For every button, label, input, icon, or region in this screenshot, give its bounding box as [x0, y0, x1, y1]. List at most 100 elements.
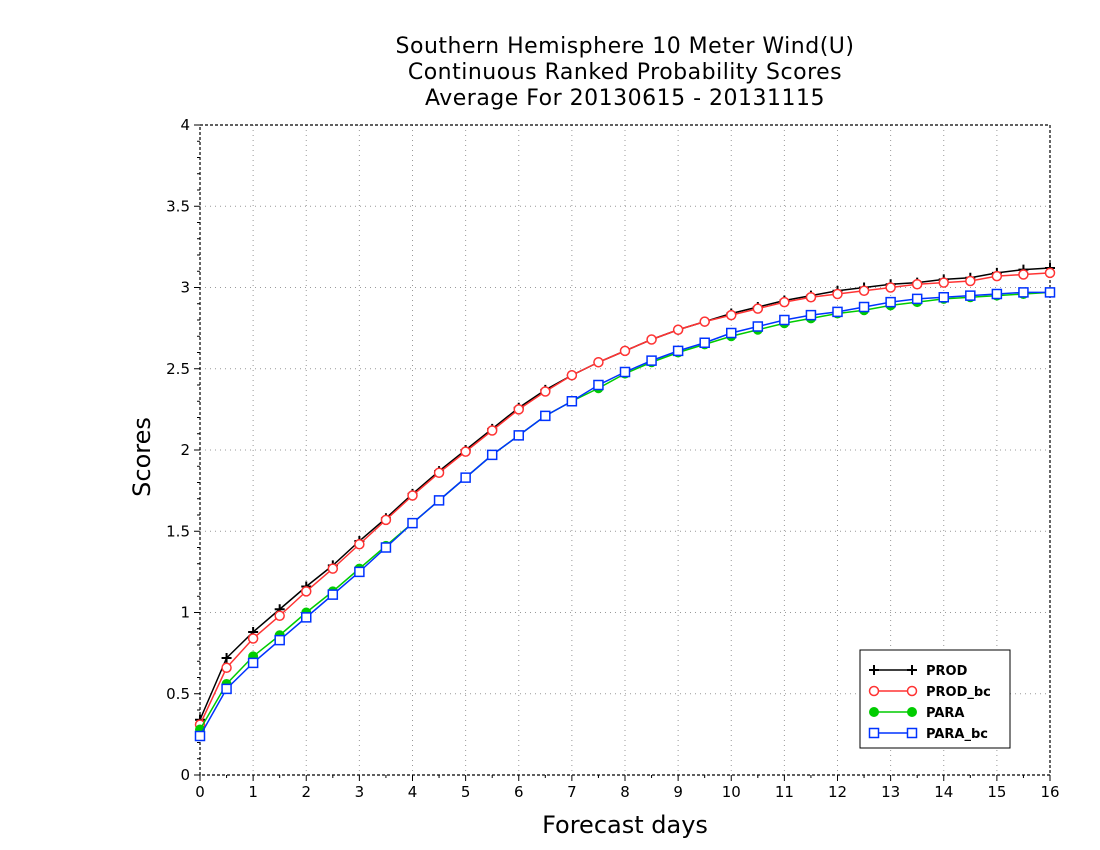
x-tick-label: 14 — [934, 783, 953, 801]
legend-marker-prod-bc — [868, 685, 880, 697]
axis-ticks: 0 1 2 3 4 5 6 7 8 9 10 11 12 13 14 15 1600.511.522.533.5… — [166, 116, 1059, 801]
legend-marker-para — [907, 707, 917, 717]
data-point-para-bc — [274, 634, 285, 646]
x-tick-label: 0 — [195, 783, 205, 801]
data-point-prod-bc — [301, 586, 312, 597]
legend-marker-para-bc — [906, 727, 918, 739]
data-point-para-bc — [832, 306, 843, 318]
data-point-prod-bc — [779, 296, 790, 308]
data-point-prod-bc — [1044, 267, 1056, 279]
legend-marker-prod — [907, 665, 917, 675]
data-point-prod-bc — [486, 425, 498, 436]
data-point-para-bc — [354, 566, 365, 578]
data-point-prod-bc — [1018, 269, 1029, 280]
data-point-prod-bc — [327, 563, 339, 574]
data-point-para-bc — [938, 292, 949, 303]
data-point-prod-bc — [540, 386, 551, 397]
legend: PROD PROD_bc PARA PARA_bc — [859, 649, 1011, 749]
data-point-para-bc — [221, 683, 232, 695]
legend-label-prod-bc: PROD_bc — [926, 685, 991, 700]
legend-marker-prod-bc — [906, 685, 918, 697]
data-point-para-bc — [911, 293, 923, 305]
x-tick-label: 12 — [828, 783, 847, 801]
legend-item-para-bc: PARA_bc — [868, 727, 988, 742]
data-point-prod-bc — [832, 288, 843, 300]
x-tick-label: 8 — [620, 783, 630, 801]
data-point-para-bc — [726, 327, 737, 339]
data-point-prod-bc — [646, 334, 657, 345]
data-point-para-bc — [433, 495, 445, 506]
data-point-prod-bc — [513, 404, 524, 415]
legend-marker-para — [869, 707, 879, 717]
x-tick-label: 16 — [1040, 783, 1059, 801]
data-point-para-bc — [460, 472, 471, 483]
title-line-3: Average For 20130615 - 20131115 — [424, 86, 826, 111]
y-tick-label: 0.5 — [166, 685, 190, 703]
data-point-prod-bc — [699, 316, 710, 327]
data-point-para-bc — [513, 430, 524, 441]
data-point-para-bc — [1044, 287, 1056, 298]
data-point-para-bc — [540, 410, 551, 422]
legend-item-prod-bc: PROD_bc — [868, 685, 991, 700]
data-point-para-bc — [672, 345, 684, 357]
data-point-prod-bc — [965, 275, 976, 287]
legend-label-prod: PROD — [926, 664, 968, 679]
data-point-para-bc — [965, 290, 976, 301]
data-point-prod-bc — [752, 303, 764, 314]
x-tick-label: 6 — [514, 783, 524, 801]
x-tick-label: 11 — [775, 783, 794, 801]
y-tick-label: 1 — [180, 604, 190, 622]
data-point-para-bc — [991, 288, 1003, 300]
y-tick-label: 3.5 — [166, 197, 190, 215]
x-tick-label: 13 — [881, 783, 900, 801]
data-point-prod-bc — [858, 285, 870, 296]
legend-marker-prod — [869, 665, 879, 675]
x-tick-label: 1 — [248, 783, 258, 801]
x-tick-label: 7 — [567, 783, 577, 801]
legend-label-para: PARA — [926, 706, 964, 721]
data-point-para-bc — [593, 379, 604, 391]
legend-item-para: PARA — [869, 706, 964, 721]
data-point-prod-bc — [593, 357, 604, 368]
data-point-prod-bc — [354, 539, 365, 550]
x-tick-label: 2 — [301, 783, 311, 801]
data-point-para-bc — [486, 449, 498, 461]
x-axis-label: Forecast days — [542, 811, 708, 839]
data-point-prod-bc — [407, 490, 418, 501]
data-point-para-bc — [301, 612, 312, 623]
data-point-para-bc — [327, 589, 339, 600]
data-point-prod — [221, 653, 232, 663]
data-point-prod-bc — [885, 282, 896, 293]
data-point-prod-bc — [726, 309, 737, 321]
data-point-prod-bc — [911, 279, 923, 290]
series-layer — [194, 263, 1056, 742]
data-point-para-bc — [619, 366, 631, 378]
y-tick-label: 2 — [180, 441, 190, 459]
data-point-prod-bc — [938, 277, 949, 288]
data-point-para-bc — [779, 314, 790, 326]
data-point-para-bc — [805, 309, 817, 321]
x-tick-label: 15 — [987, 783, 1006, 801]
data-point-prod-bc — [460, 446, 471, 457]
y-tick-label: 1.5 — [166, 522, 190, 540]
chart-title: Southern Hemisphere 10 Meter Wind(U) Con… — [200, 34, 1050, 112]
data-point-para-bc — [646, 355, 657, 366]
data-point-prod-bc — [619, 345, 631, 357]
y-tick-label: 0 — [180, 766, 190, 784]
data-point-prod-bc — [566, 370, 578, 381]
data-point-prod-bc — [805, 292, 817, 303]
x-tick-label: 4 — [408, 783, 418, 801]
data-point-prod-bc — [274, 610, 285, 621]
series-para-bc — [194, 287, 1056, 742]
data-point-para-bc — [407, 517, 418, 529]
data-point-prod-bc — [221, 662, 232, 673]
data-point-para-bc — [247, 657, 259, 669]
data-point-para-bc — [1018, 287, 1029, 298]
y-tick-label: 4 — [180, 116, 190, 134]
x-tick-label: 3 — [355, 783, 365, 801]
data-point-prod-bc — [672, 324, 684, 335]
data-point-para-bc — [194, 730, 206, 742]
data-point-para-bc — [752, 321, 764, 332]
y-tick-label: 2.5 — [166, 360, 190, 378]
